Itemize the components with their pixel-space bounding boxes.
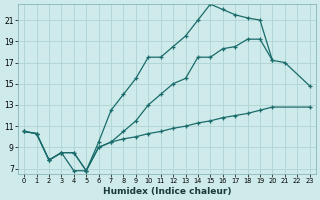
X-axis label: Humidex (Indice chaleur): Humidex (Indice chaleur) xyxy=(103,187,231,196)
